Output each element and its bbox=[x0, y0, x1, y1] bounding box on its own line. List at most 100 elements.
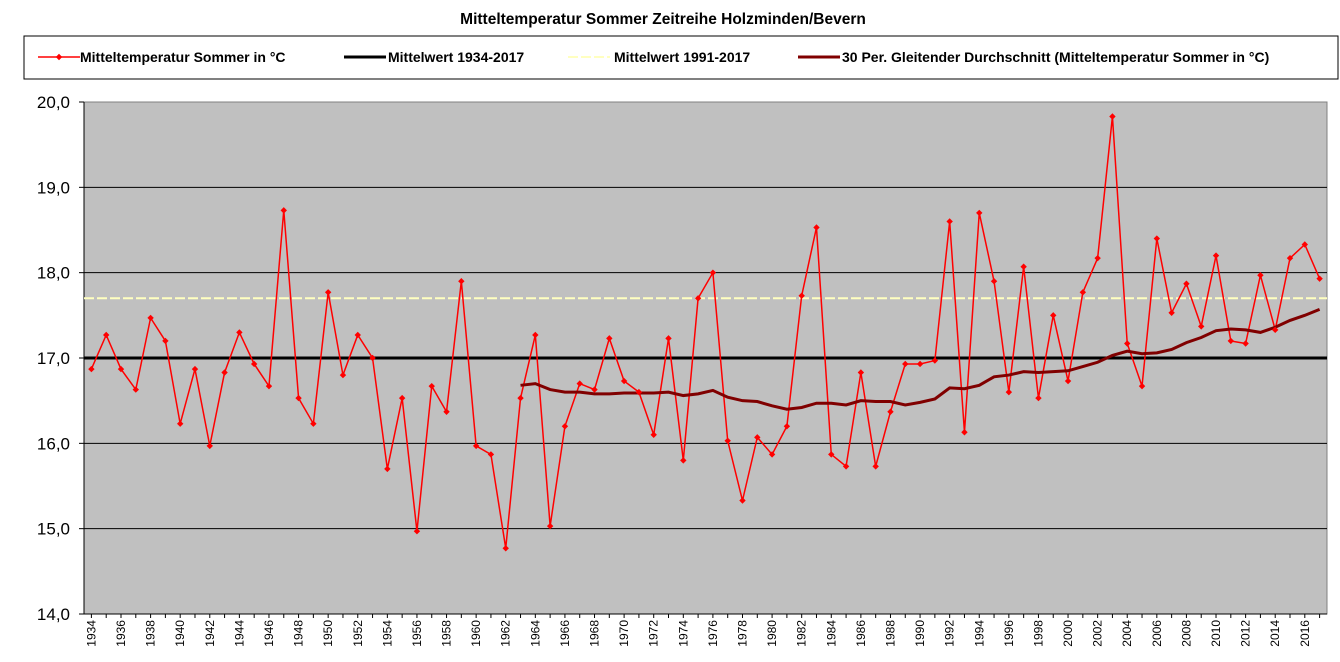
data-point bbox=[606, 335, 613, 342]
x-tick-label: 1994 bbox=[972, 620, 986, 647]
data-point bbox=[650, 431, 657, 438]
data-point bbox=[591, 386, 598, 393]
x-tick-label: 1976 bbox=[706, 620, 720, 647]
data-point bbox=[857, 369, 865, 376]
data-point bbox=[472, 442, 480, 450]
legend-entry: Mittelwert 1991-2017 bbox=[568, 49, 750, 65]
legend-entry: Mittelwert 1934-2017 bbox=[344, 49, 524, 65]
data-point bbox=[532, 331, 539, 339]
data-point bbox=[280, 207, 287, 214]
x-tick-label: 1978 bbox=[735, 620, 749, 647]
data-point bbox=[783, 423, 791, 430]
x-tick-label: 1972 bbox=[647, 620, 661, 647]
series-summer-temperature bbox=[90, 116, 1321, 549]
x-tick-label: 1942 bbox=[203, 620, 217, 647]
legend-label: 30 Per. Gleitender Durchschnitt (Mittelt… bbox=[842, 49, 1269, 65]
x-tick-label: 2014 bbox=[1268, 620, 1282, 647]
x-tick-label: 1960 bbox=[469, 620, 483, 647]
data-point bbox=[221, 369, 228, 376]
data-point bbox=[191, 365, 199, 373]
data-point bbox=[487, 451, 495, 458]
data-point bbox=[369, 354, 376, 362]
x-tick-label: 1998 bbox=[1031, 620, 1045, 647]
data-point bbox=[990, 278, 998, 285]
data-point bbox=[872, 463, 879, 470]
data-point bbox=[842, 463, 850, 470]
data-point bbox=[576, 380, 583, 387]
data-point bbox=[1301, 241, 1309, 248]
data-point bbox=[724, 437, 731, 444]
series-moving-average bbox=[520, 307, 1321, 411]
data-point bbox=[887, 408, 894, 415]
x-tick-label: 1988 bbox=[883, 620, 897, 647]
data-point bbox=[443, 408, 450, 415]
y-axis: 14,0 15,0 16,0 17,0 18,0 19,0 20,0 bbox=[37, 93, 85, 624]
data-point bbox=[1109, 113, 1116, 120]
x-tick-label: 1966 bbox=[558, 620, 572, 647]
data-point bbox=[1242, 340, 1249, 347]
x-tick-label: 1946 bbox=[262, 620, 276, 647]
data-point bbox=[265, 382, 273, 390]
data-point bbox=[354, 331, 361, 339]
data-point bbox=[1198, 323, 1205, 330]
y-tick-label: 20,0 bbox=[37, 93, 70, 112]
x-tick-label: 1958 bbox=[440, 620, 454, 647]
data-point bbox=[88, 365, 95, 373]
legend-marker bbox=[55, 53, 63, 61]
data-point bbox=[813, 224, 820, 231]
data-point bbox=[398, 394, 406, 402]
data-point bbox=[102, 331, 110, 339]
data-point bbox=[1124, 340, 1131, 347]
data-point bbox=[162, 337, 169, 345]
data-point bbox=[1094, 254, 1101, 262]
y-tick-label: 18,0 bbox=[37, 264, 70, 283]
data-point bbox=[709, 269, 717, 276]
data-point bbox=[902, 360, 909, 368]
x-axis: 1934 1936 1938 1940 1942 1944 1946 1948 1950 1952… bbox=[84, 613, 1327, 647]
data-point bbox=[1020, 263, 1027, 270]
data-point bbox=[1212, 252, 1220, 259]
data-point bbox=[458, 278, 465, 285]
data-point bbox=[206, 442, 213, 450]
data-point bbox=[546, 522, 554, 530]
data-point bbox=[620, 377, 628, 385]
y-tick-label: 16,0 bbox=[37, 434, 70, 453]
x-tick-label: 1950 bbox=[321, 620, 335, 647]
data-point bbox=[754, 434, 761, 441]
x-tick-label: 1970 bbox=[617, 620, 631, 647]
data-point bbox=[665, 335, 672, 342]
x-tick-label: 1964 bbox=[528, 620, 542, 647]
x-tick-label: 2012 bbox=[1239, 620, 1253, 647]
data-point bbox=[176, 420, 184, 427]
data-point bbox=[236, 329, 243, 336]
data-point bbox=[916, 360, 924, 368]
y-tick-label: 15,0 bbox=[37, 520, 70, 539]
x-tick-label: 2006 bbox=[1150, 620, 1164, 647]
legend-box bbox=[23, 35, 1339, 80]
y-tick-label: 14,0 bbox=[37, 605, 70, 624]
data-point bbox=[502, 545, 509, 552]
x-tick-label: 1980 bbox=[765, 620, 779, 647]
data-point bbox=[1183, 280, 1190, 287]
x-tick-label: 2008 bbox=[1179, 620, 1193, 647]
y-tick-label: 17,0 bbox=[37, 349, 70, 368]
x-tick-label: 1954 bbox=[380, 620, 394, 647]
x-tick-label: 1938 bbox=[144, 620, 158, 647]
data-point bbox=[1316, 275, 1323, 282]
x-tick-label: 1956 bbox=[410, 620, 424, 647]
data-point bbox=[961, 429, 968, 436]
data-point bbox=[384, 465, 391, 473]
data-point bbox=[946, 218, 953, 225]
data-point bbox=[680, 457, 687, 464]
x-tick-label: 1992 bbox=[943, 620, 957, 647]
data-point bbox=[413, 528, 421, 535]
data-point bbox=[798, 292, 805, 299]
x-tick-label: 1986 bbox=[854, 620, 868, 647]
data-point bbox=[1005, 388, 1013, 396]
legend-label: Mitteltemperatur Sommer in °C bbox=[80, 49, 286, 65]
legend-label: Mittelwert 1991-2017 bbox=[614, 49, 750, 65]
x-tick-label: 2004 bbox=[1120, 620, 1134, 647]
x-tick-label: 1990 bbox=[913, 620, 927, 647]
legend: Mitteltemperatur Sommer in °C Mittelwert … bbox=[38, 49, 1269, 65]
data-point bbox=[694, 295, 702, 302]
